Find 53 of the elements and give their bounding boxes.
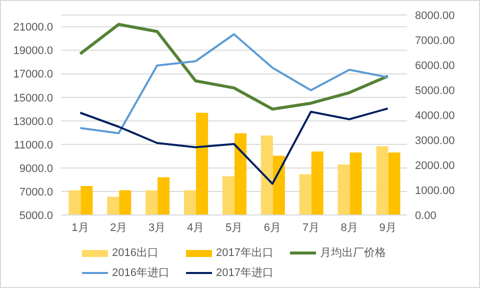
- bar: [234, 133, 246, 215]
- bar: [146, 190, 158, 215]
- y2-tick-label: 7000.00: [415, 34, 455, 47]
- bar: [350, 152, 362, 215]
- x-tick-label: 2月: [110, 222, 128, 234]
- y2-tick-label: 3000.00: [415, 134, 455, 147]
- x-tick-label: 7月: [302, 222, 320, 234]
- y-tick-label: 17000.0: [13, 68, 53, 81]
- y-tick-label: 15000.0: [13, 92, 53, 104]
- bar: [311, 152, 324, 215]
- x-tick-label: 1月: [72, 222, 89, 234]
- bar: [299, 174, 312, 215]
- y-tick-label: 9000.0: [19, 162, 53, 175]
- y2-tick-label: 6000.00: [415, 60, 455, 72]
- bar: [158, 177, 170, 215]
- line-series: [78, 22, 390, 111]
- y2-tick-label: 4000.00: [415, 110, 455, 122]
- x-tick-label: 6月: [264, 222, 282, 234]
- x-tick-label: 8月: [340, 222, 358, 234]
- legend-label: 2016出口: [111, 246, 160, 261]
- bar: [260, 136, 273, 215]
- legend-label: 2017年出口: [215, 246, 274, 261]
- bar: [107, 196, 120, 215]
- legend-label: 月均出厂价格: [319, 246, 387, 261]
- bar: [196, 112, 208, 215]
- bar: [222, 176, 234, 215]
- legend-label: 2016年进口: [111, 266, 170, 281]
- line-series: [79, 33, 389, 134]
- y2-tick-label: 2000.00: [415, 160, 455, 172]
- line-series: [79, 108, 389, 185]
- x-tick-label: 3月: [148, 222, 166, 234]
- bar: [272, 156, 285, 215]
- y2-tick-label: 8000.00: [415, 10, 455, 22]
- bar: [388, 152, 400, 215]
- bar: [184, 190, 196, 215]
- bar: [376, 146, 388, 215]
- y-tick-label: 7000.0: [19, 186, 53, 198]
- bar: [68, 190, 81, 215]
- x-tick-label: 9月: [379, 222, 396, 234]
- bar: [338, 164, 350, 215]
- y-tick-label: 19000.0: [13, 45, 53, 58]
- x-tick-label: 5月: [225, 222, 243, 234]
- y-tick-label: 11000.0: [14, 139, 53, 152]
- y2-tick-label: 1000.00: [415, 184, 455, 197]
- legend-label: 2017年进口: [215, 266, 274, 281]
- y2-tick-label: 0.00: [415, 210, 436, 222]
- bar: [80, 186, 93, 215]
- y2-tick-label: 5000.00: [415, 84, 455, 97]
- bar: [119, 190, 132, 215]
- x-tick-label: 4月: [186, 222, 204, 234]
- y-tick-label: 13000.0: [13, 116, 53, 128]
- y-tick-label: 5000.0: [19, 210, 53, 222]
- y-tick-label: 21000.0: [13, 22, 53, 34]
